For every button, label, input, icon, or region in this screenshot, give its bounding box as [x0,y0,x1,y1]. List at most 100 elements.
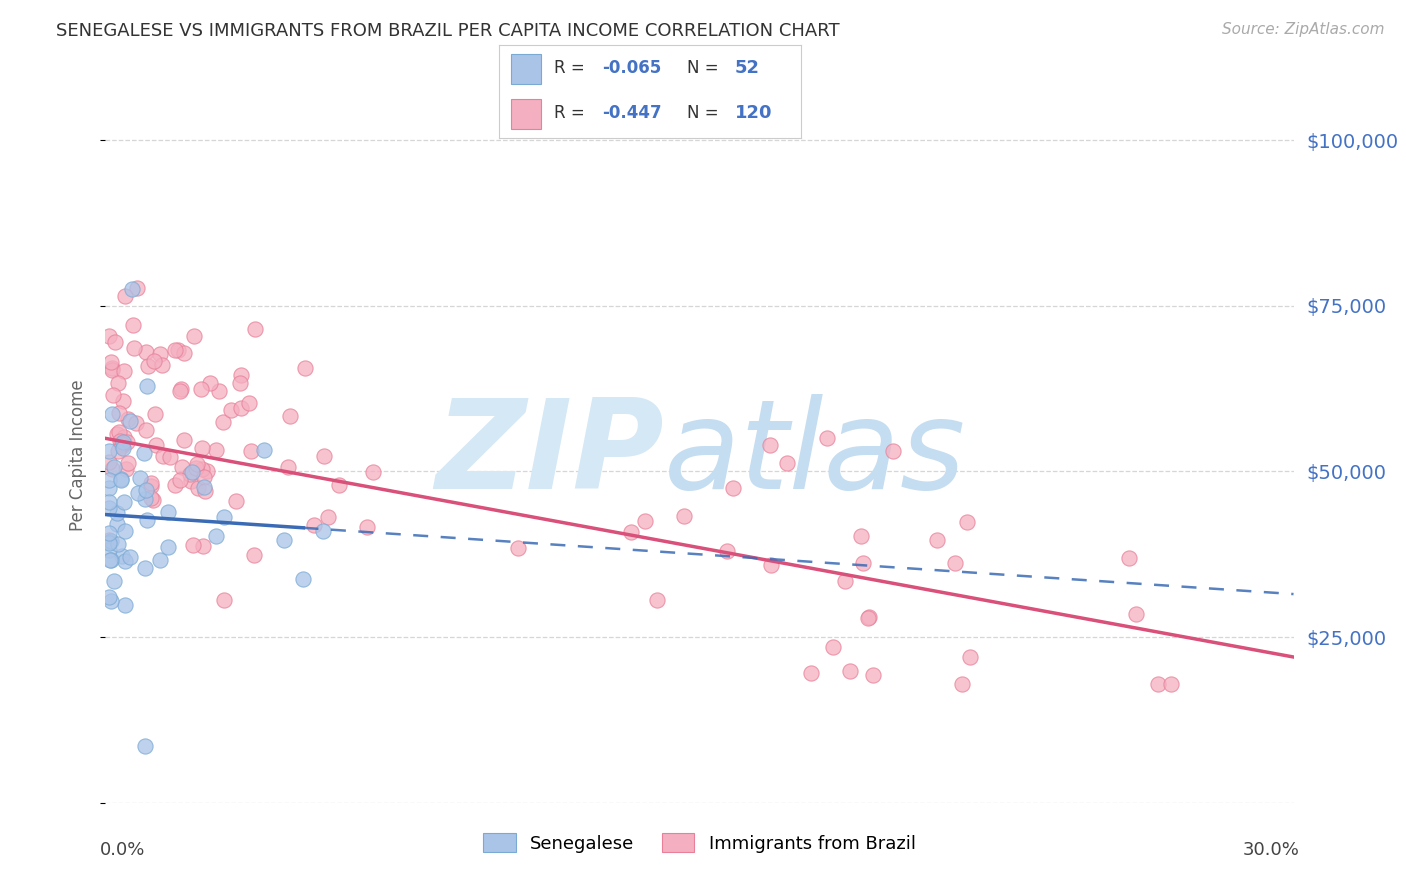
Point [125,416,148,430]
Point [143,353,166,368]
Text: atlas: atlas [664,394,966,516]
Point [127,281,149,295]
Point [163,343,186,357]
Point [214,510,236,524]
Point [882,444,904,458]
Point [100,553,122,567]
Point [190,441,212,455]
Point [173,345,195,359]
Point [135,483,157,497]
Point [157,505,180,519]
Text: 30.0%: 30.0% [1243,841,1299,859]
Point [834,574,856,588]
Point [100,361,122,376]
Text: 52: 52 [735,60,759,78]
Text: R =: R = [554,104,589,122]
Point [100,534,122,549]
Point [634,514,657,528]
Point [1147,676,1170,690]
Point [104,334,127,349]
Point [107,425,129,439]
Point [862,668,884,682]
Point [221,403,243,417]
Point [159,450,181,464]
Point [98,536,121,550]
Point [103,574,125,588]
Point [273,533,295,547]
Point [204,442,226,457]
Point [98,535,121,549]
Point [229,368,252,383]
Point [169,473,191,487]
Point [108,434,131,448]
Point [98,533,121,548]
Point [363,465,385,479]
Point [98,444,121,458]
Point [815,432,838,446]
Point [849,529,872,543]
Point [169,384,191,398]
Point [136,359,159,373]
Point [149,347,172,361]
Point [294,360,316,375]
Text: SENEGALESE VS IMMIGRANTS FROM BRAZIL PER CAPITA INCOME CORRELATION CHART: SENEGALESE VS IMMIGRANTS FROM BRAZIL PER… [56,22,839,40]
Point [173,434,195,448]
Point [129,471,152,485]
Text: -0.065: -0.065 [602,60,661,78]
Point [110,472,132,486]
Point [98,473,121,487]
Point [225,494,247,508]
Point [136,379,159,393]
Point [121,282,143,296]
Point [721,481,744,495]
Point [238,396,260,410]
Point [98,526,121,541]
Point [240,444,263,458]
Point [190,382,212,396]
FancyBboxPatch shape [512,99,541,129]
Point [956,515,979,529]
Point [98,542,121,557]
Text: N =: N = [686,104,724,122]
Point [111,549,134,563]
Point [117,412,139,426]
Point [98,328,121,343]
Point [302,517,325,532]
Point [107,537,129,551]
Point [184,461,207,475]
Point [314,449,336,463]
FancyBboxPatch shape [512,54,541,84]
Legend: Senegalese, Immigrants from Brazil: Senegalese, Immigrants from Brazil [477,826,922,860]
Text: ZIP: ZIP [434,394,664,516]
Point [187,481,209,495]
Y-axis label: Per Capita Income: Per Capita Income [69,379,87,531]
Point [759,438,782,452]
Point [98,495,121,509]
Point [852,556,875,570]
Point [134,560,156,574]
Point [152,449,174,463]
Point [157,540,180,554]
Point [170,459,193,474]
Point [673,508,696,523]
Text: -0.447: -0.447 [602,104,662,122]
Point [170,382,193,396]
Point [112,364,135,378]
Point [127,486,149,500]
Point [925,533,948,547]
Point [197,464,219,478]
Point [114,598,136,612]
Point [776,456,799,470]
Point [118,550,141,565]
Point [115,462,138,476]
Point [823,640,845,654]
Text: R =: R = [554,60,589,78]
Point [101,363,124,377]
Text: Source: ZipAtlas.com: Source: ZipAtlas.com [1222,22,1385,37]
Point [142,492,165,507]
Point [277,460,299,475]
Point [183,329,205,343]
Point [508,541,530,556]
Point [716,544,738,558]
Point [149,553,172,567]
